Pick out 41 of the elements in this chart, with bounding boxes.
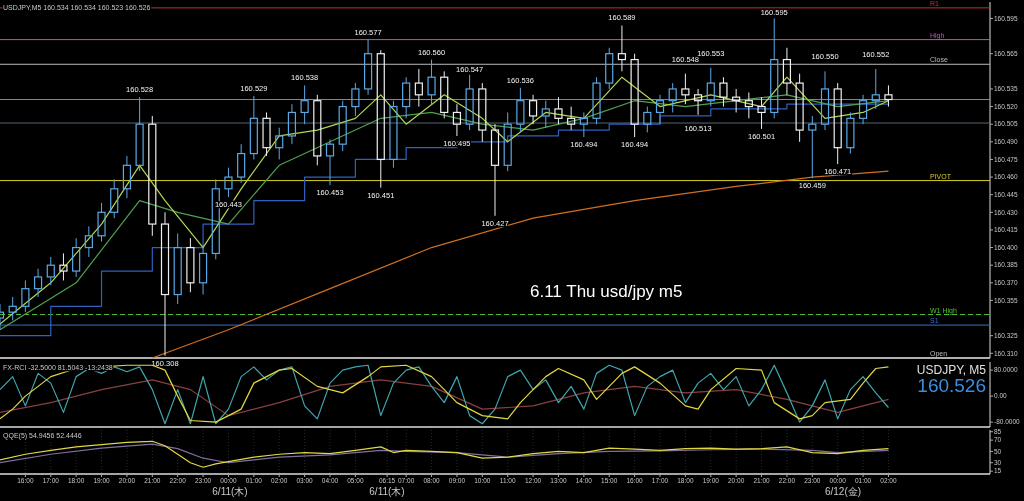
candlestick <box>732 88 741 113</box>
candlestick <box>186 237 195 293</box>
candlestick <box>287 103 297 145</box>
candlestick <box>617 25 627 72</box>
text: 6/11(木) <box>369 486 405 497</box>
candlestick <box>427 59 436 105</box>
candlestick <box>782 47 792 96</box>
annotation: 160.526 <box>917 375 986 396</box>
candlestick <box>97 202 106 243</box>
candlestick <box>858 94 868 125</box>
candlestick <box>33 268 43 298</box>
candlestick <box>706 67 715 108</box>
candlestick <box>884 84 893 108</box>
candlestick <box>84 225 93 258</box>
candlestick <box>846 111 855 155</box>
candlestick <box>160 211 170 357</box>
candlestick <box>655 94 665 125</box>
text: 6/11(木) <box>212 486 248 497</box>
text: 6/12(金) <box>824 486 862 497</box>
candlestick <box>198 244 208 296</box>
candlestick <box>122 155 132 199</box>
candlestick <box>808 115 817 179</box>
candlestick <box>744 91 753 119</box>
candlestick <box>262 111 271 157</box>
candlestick <box>414 68 423 108</box>
candlestick <box>148 115 157 237</box>
candlestick <box>300 84 309 125</box>
candlestick <box>871 68 880 110</box>
candlestick <box>681 73 690 105</box>
candlestick <box>452 103 462 137</box>
candlestick <box>820 70 830 131</box>
candlestick <box>693 88 703 116</box>
candlestick <box>757 96 766 130</box>
annotation: 6.11 Thu usd/jpy m5 <box>530 282 683 301</box>
candlestick <box>325 138 335 186</box>
candlestick <box>363 39 373 96</box>
candlestick <box>579 111 588 138</box>
candlestick <box>490 123 500 217</box>
candlestick <box>173 232 182 305</box>
candlestick <box>528 94 538 125</box>
annotation: USDJPY, M5 <box>916 363 987 377</box>
